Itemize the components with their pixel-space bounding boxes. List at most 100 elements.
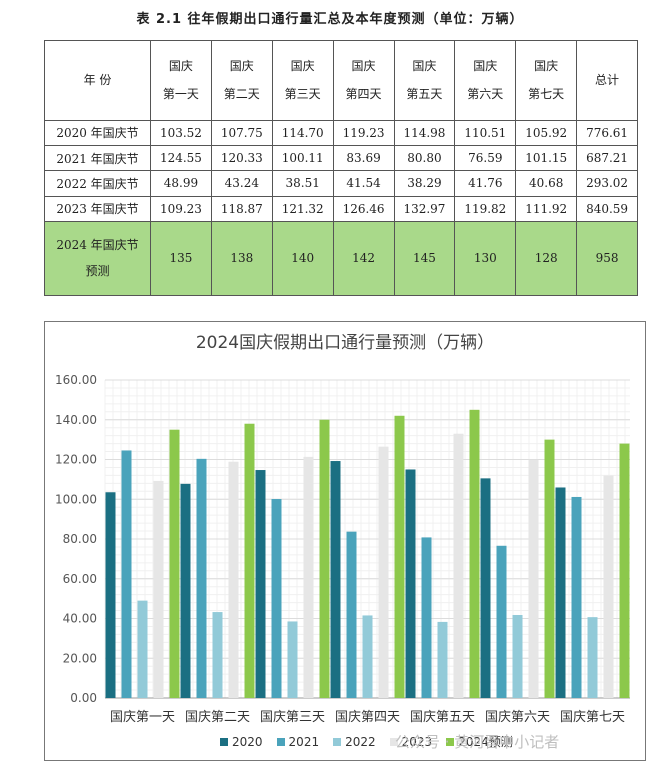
table-cell: 119.82 xyxy=(454,195,517,222)
table-cell: 110.51 xyxy=(454,119,517,147)
bar xyxy=(244,423,255,698)
table-cell: 38.29 xyxy=(393,170,456,197)
legend-item-2024: 2024预测 xyxy=(446,733,513,750)
bar xyxy=(496,545,507,698)
table-header-row: 年 份 国庆 第一天 国庆 第二天 国庆 第三天 国庆 第四天 国庆 第五天 国庆 第六天 … xyxy=(44,40,638,121)
bar xyxy=(319,419,330,698)
bar xyxy=(571,496,582,698)
bar xyxy=(603,475,614,698)
table-cell: 114.70 xyxy=(271,119,334,147)
table-cell: 103.52 xyxy=(150,119,212,147)
bar xyxy=(544,439,555,698)
forecast-cell: 135 xyxy=(150,220,212,297)
table-cell: 132.97 xyxy=(393,195,456,222)
y-tick-label: 60.00 xyxy=(63,572,97,586)
header-total: 总计 xyxy=(576,40,638,121)
table-cell: 121.32 xyxy=(271,195,334,222)
row-label: 2021 年国庆节 xyxy=(44,145,151,172)
bar xyxy=(619,443,630,698)
table-cell: 38.51 xyxy=(271,170,334,197)
header-day-7: 国庆 第七天 xyxy=(515,40,578,121)
chart-title: 2024国庆假期出口通行量预测（万辆） xyxy=(195,333,495,353)
table-cell: 41.54 xyxy=(332,170,395,197)
header-day-1: 国庆 第一天 xyxy=(150,40,212,121)
y-tick-label: 20.00 xyxy=(63,651,97,665)
bar xyxy=(437,621,448,698)
table-row: 2021 年国庆节 124.55 120.33 100.11 83.69 80.… xyxy=(44,145,638,172)
table-cell: 126.46 xyxy=(332,195,395,222)
header-day-6: 国庆 第六天 xyxy=(454,40,517,121)
bar xyxy=(362,615,373,698)
bar xyxy=(469,409,480,698)
watermark: 公众号 · 黄河晋中小记者 xyxy=(395,733,560,751)
table-title: 表 2.1 往年假期出口通行量汇总及本年度预测（单位：万辆） xyxy=(136,12,524,27)
bar xyxy=(271,499,282,698)
bar xyxy=(169,429,180,698)
table-cell: 76.59 xyxy=(454,145,517,172)
total-cell: 840.59 xyxy=(576,195,638,222)
x-tick-label: 国庆第四天 xyxy=(335,710,400,725)
header-day-4: 国庆 第四天 xyxy=(332,40,395,121)
table-row: 2022 年国庆节 48.99 43.24 38.51 41.54 38.29 … xyxy=(44,170,638,197)
bar xyxy=(255,470,266,698)
total-cell: 293.02 xyxy=(576,170,638,197)
header-day-5: 国庆 第五天 xyxy=(393,40,456,121)
legend-swatch xyxy=(389,737,398,746)
bar xyxy=(121,450,132,698)
bar xyxy=(421,537,432,698)
legend-item-2021: 2021 xyxy=(276,733,319,750)
legend-swatch xyxy=(276,737,285,746)
bar xyxy=(287,621,298,698)
table-cell: 118.87 xyxy=(210,195,273,222)
forecast-cell: 128 xyxy=(515,220,578,297)
x-tick-label: 国庆第六天 xyxy=(485,710,550,725)
bar xyxy=(378,446,389,698)
y-tick-label: 100.00 xyxy=(55,492,97,506)
chart-legend: 2020 2021 2022 2023 2024预测 xyxy=(220,733,513,750)
forecast-row: 2024 年国庆节 预测 135 138 140 142 145 130 128 … xyxy=(44,220,638,297)
table-cell: 109.23 xyxy=(150,195,212,222)
x-tick-label: 国庆第三天 xyxy=(260,710,325,725)
forecast-cell: 140 xyxy=(271,220,334,297)
table-cell: 100.11 xyxy=(271,145,334,172)
bar xyxy=(330,461,341,698)
bar xyxy=(212,612,223,698)
bar xyxy=(394,415,405,698)
table-cell: 114.98 xyxy=(393,119,456,147)
forecast-cell: 142 xyxy=(332,220,395,297)
table-cell: 105.92 xyxy=(515,119,578,147)
y-tick-label: 160.00 xyxy=(55,373,97,387)
bar xyxy=(346,531,357,698)
traffic-table: 年 份 国庆 第一天 国庆 第二天 国庆 第三天 国庆 第四天 国庆 第五天 国庆 第六天 … xyxy=(44,40,638,297)
table-cell: 111.92 xyxy=(515,195,578,222)
total-cell: 776.61 xyxy=(576,119,638,147)
table-cell: 40.68 xyxy=(515,170,578,197)
legend-item-2020: 2020 xyxy=(220,733,263,750)
forecast-cell: 138 xyxy=(210,220,273,297)
bar xyxy=(528,459,539,698)
bar xyxy=(303,456,314,698)
table-cell: 107.75 xyxy=(210,119,273,147)
bar xyxy=(228,461,239,698)
x-tick-label: 国庆第七天 xyxy=(560,710,625,725)
forecast-label: 2024 年国庆节 预测 xyxy=(44,220,151,297)
table-cell: 43.24 xyxy=(210,170,273,197)
row-label: 2023 年国庆节 xyxy=(44,195,151,222)
legend-swatch xyxy=(220,737,228,746)
header-year: 年 份 xyxy=(44,40,151,121)
legend-item-2022: 2022 xyxy=(333,733,376,750)
table-row: 2023 年国庆节 109.23 118.87 121.32 126.46 13… xyxy=(44,195,638,222)
bar xyxy=(196,458,207,698)
legend-swatch xyxy=(333,737,342,746)
header-day-3: 国庆 第三天 xyxy=(271,40,334,121)
bar-chart: 0.00 20.00 40.00 60.00 80.00 100.00 120.00 140.… xyxy=(55,373,630,725)
bar xyxy=(153,480,164,698)
x-tick-label: 国庆第二天 xyxy=(185,710,250,725)
bar xyxy=(587,617,598,698)
row-label: 2020 年国庆节 xyxy=(44,119,151,147)
table-cell: 120.33 xyxy=(210,145,273,172)
chart-container: 2024国庆假期出口通行量预测（万辆） 0.00 20.00 40.00 60.00 8… xyxy=(44,321,646,761)
forecast-total: 958 xyxy=(576,220,638,297)
table-cell: 124.55 xyxy=(150,145,212,172)
bar xyxy=(105,492,116,698)
